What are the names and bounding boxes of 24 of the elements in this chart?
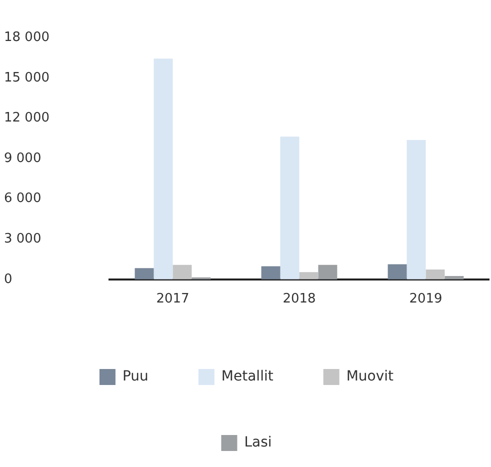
legend-label: Puu: [122, 368, 148, 385]
x-tick-label: 2018: [282, 292, 316, 307]
legend-label: Muovit: [346, 368, 394, 385]
legend-label: Lasi: [244, 434, 272, 451]
bar: [318, 264, 338, 280]
bar: [261, 266, 280, 280]
y-tick-label: 9 000: [4, 150, 42, 166]
y-tick-label: 3 000: [4, 232, 42, 247]
bar: [426, 269, 445, 280]
legend-label: Metallit: [221, 368, 274, 385]
bar: [280, 136, 300, 280]
y-tick-label: 0: [4, 272, 12, 287]
bar: [154, 58, 173, 280]
bar: [299, 272, 318, 280]
bar: [406, 140, 426, 280]
bar: [388, 264, 407, 280]
x-tick-label: 2019: [409, 292, 442, 307]
x-tick-label: 2017: [156, 292, 190, 307]
bar: [172, 264, 192, 280]
y-tick-label: 18 000: [4, 30, 50, 46]
y-tick-label: 6 000: [4, 191, 42, 206]
y-tick-label: 15 000: [4, 70, 50, 86]
y-tick-label: 12 000: [4, 110, 50, 126]
bar: [134, 268, 154, 280]
